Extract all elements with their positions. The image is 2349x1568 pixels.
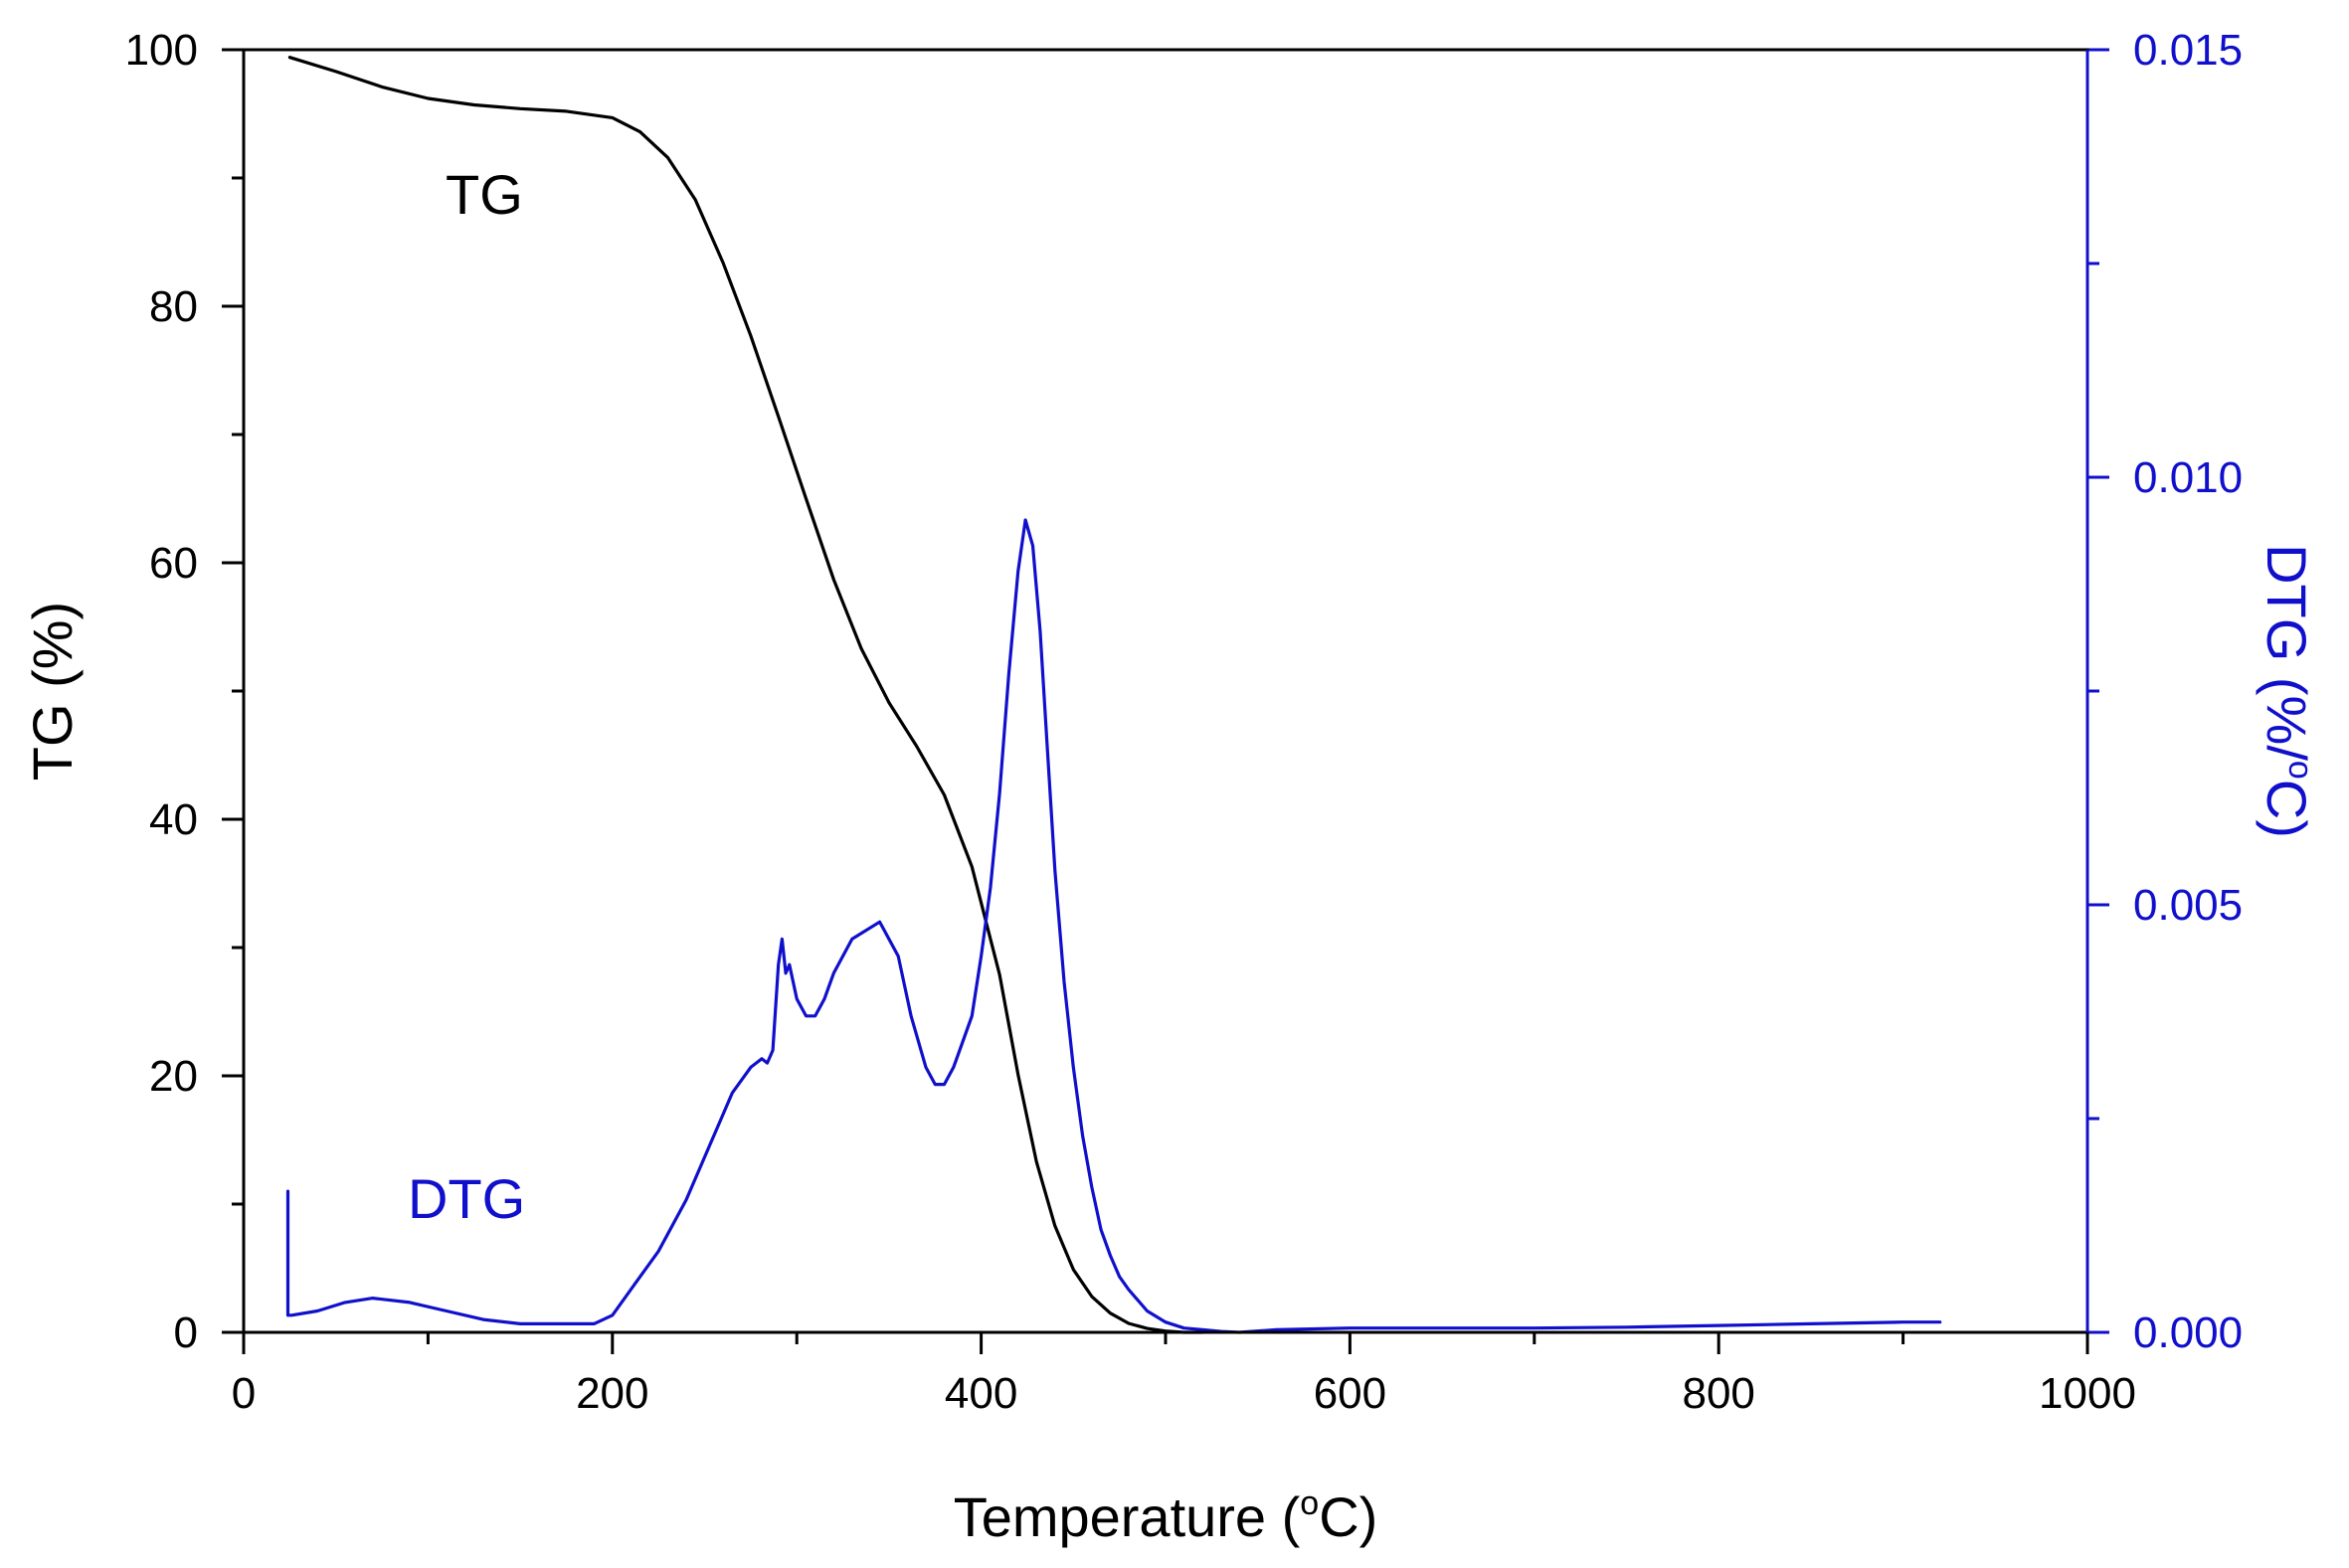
x-axis-title-degree: o: [1300, 1484, 1319, 1522]
y-left-tick-label: 40: [149, 795, 198, 844]
y-right-tick-label: 0.000: [2133, 1308, 2243, 1357]
dtg-series-line: [285, 518, 1942, 1334]
x-axis-title-prefix: Temperature (: [954, 1485, 1301, 1548]
series-layer: [285, 56, 1942, 1334]
y-right-axis-title-suffix: C): [2256, 780, 2318, 838]
tg-annotation: TG: [446, 163, 523, 226]
y-right-tick-label: 0.005: [2133, 881, 2243, 930]
x-tick-label: 800: [1682, 1369, 1754, 1418]
y-right-tick-label: 0.010: [2133, 453, 2243, 502]
x-axis-title: Temperature (oC): [954, 1484, 1378, 1548]
y-right-axis-title-degree: o: [2281, 761, 2319, 780]
y-left-tick-label: 20: [149, 1052, 198, 1101]
plot-frame: [242, 48, 2089, 1334]
x-tick-label: 400: [945, 1369, 1017, 1418]
y-left-tick-label: 80: [149, 282, 198, 331]
x-tick-label: 1000: [2039, 1369, 2136, 1418]
y-left-tick-label: 60: [149, 539, 198, 588]
x-axis-title-suffix: C): [1319, 1485, 1377, 1548]
dtg-annotation: DTG: [408, 1167, 525, 1230]
y-left-axis-title: TG (%): [21, 602, 84, 781]
y-left-tick-label: 0: [174, 1308, 198, 1357]
tick-layer: 0 200 400 600 800 1000 0 20 40 60 80 100 0.000 0.005 0…: [125, 26, 2244, 1418]
x-tick-label: 0: [232, 1369, 256, 1418]
y-right-tick-label: 0.015: [2133, 26, 2243, 75]
y-left-tick-label: 100: [125, 26, 198, 75]
x-tick-label: 600: [1314, 1369, 1386, 1418]
y-right-axis-title: DTG (%/oC): [2256, 544, 2319, 838]
x-tick-label: 200: [576, 1369, 648, 1418]
tg-series-line: [287, 56, 1204, 1334]
y-right-axis-title-prefix: DTG (%/: [2256, 544, 2318, 761]
